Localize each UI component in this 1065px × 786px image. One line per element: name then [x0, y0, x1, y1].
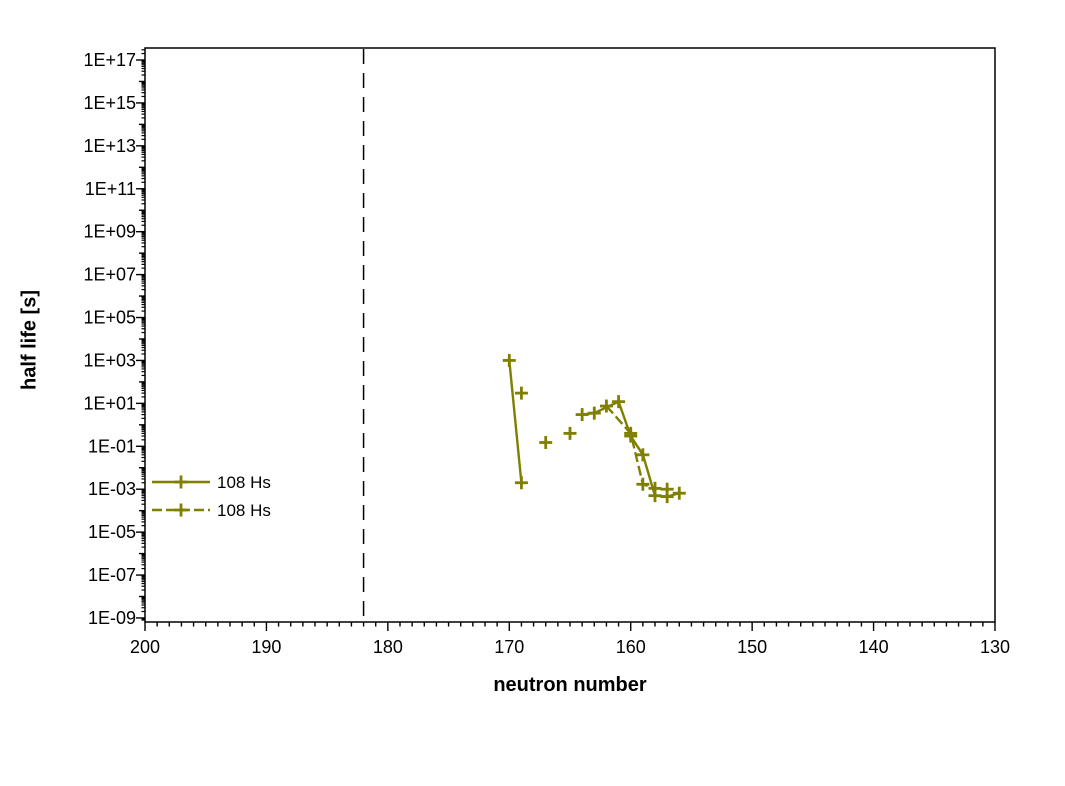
x-tick-label: 190	[251, 637, 281, 657]
y-tick-label: 1E+17	[83, 50, 136, 70]
y-tick-label: 1E+13	[83, 136, 136, 156]
y-tick-label: 1E+15	[83, 93, 136, 113]
x-tick-label: 160	[616, 637, 646, 657]
series-1-line	[605, 405, 668, 491]
y-tick-label: 1E-05	[88, 522, 136, 542]
series-0-line	[581, 400, 680, 498]
y-tick-label: 1E+01	[83, 393, 136, 413]
plot-frame	[144, 47, 996, 623]
x-tick-label: 200	[130, 637, 160, 657]
x-tick-label: 140	[859, 637, 889, 657]
legend-label-0: 108 Hs	[217, 473, 271, 492]
y-tick-label: 1E+09	[83, 222, 136, 242]
y-tick-label: 1E+11	[85, 179, 136, 199]
x-tick-label: 170	[494, 637, 524, 657]
x-tick-label: 150	[737, 637, 767, 657]
x-tick-label: 130	[980, 637, 1010, 657]
y-tick-label: 1E-03	[88, 479, 136, 499]
y-axis-title: half life [s]	[18, 289, 41, 391]
y-tick-label: 1E+05	[83, 308, 136, 328]
y-tick-label: 1E+03	[83, 350, 136, 370]
y-tick-label: 1E-09	[88, 608, 136, 628]
x-axis-title: neutron number	[493, 674, 647, 696]
y-tick-label: 1E-07	[88, 565, 136, 585]
series-0-line	[508, 360, 523, 483]
y-tick-label: 1E+07	[83, 265, 136, 285]
legend-label-1: 108 Hs	[217, 501, 271, 520]
x-tick-label: 180	[373, 637, 403, 657]
y-tick-label: 1E-01	[88, 436, 136, 456]
